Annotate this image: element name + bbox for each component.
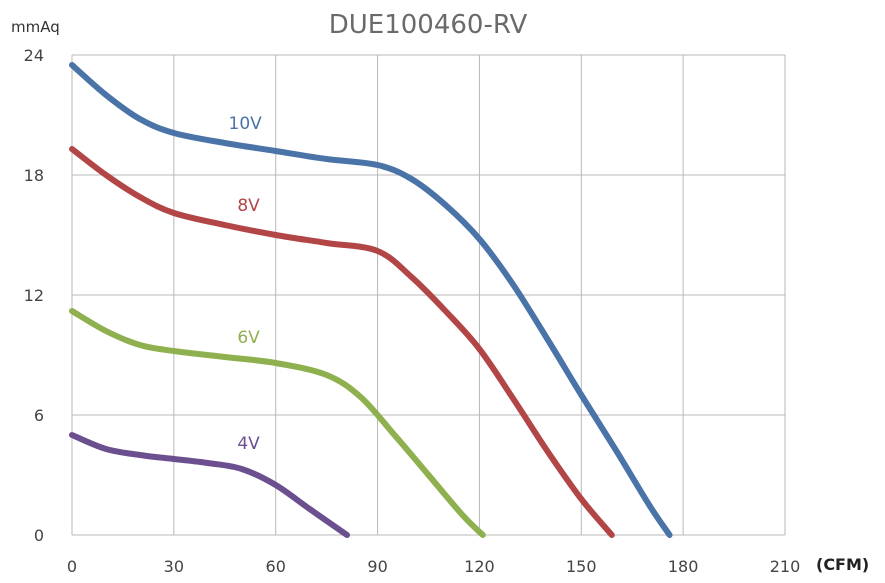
y-tick-label: 0	[34, 526, 44, 545]
x-tick-label: 60	[266, 557, 286, 576]
x-tick-label: 180	[668, 557, 699, 576]
y-tick-label: 6	[34, 406, 44, 425]
series-labels: 10V 8V 6V 4V	[229, 114, 263, 454]
x-tick-label: 210	[770, 557, 801, 576]
chart-title: DUE100460-RV	[329, 10, 528, 40]
x-tick-label: 150	[566, 557, 597, 576]
series-line-4v	[69, 432, 350, 538]
y-tick-label: 12	[24, 286, 44, 305]
series-line-10v	[69, 62, 673, 538]
plot-grid	[71, 54, 786, 536]
series-label-6v: 6V	[237, 328, 260, 348]
x-axis-unit-label: (CFM)	[816, 555, 869, 574]
y-axis-unit-label: mmAq	[11, 18, 60, 36]
series-label-4v: 4V	[237, 434, 260, 454]
series-lines	[69, 62, 673, 538]
x-tick-label: 30	[164, 557, 184, 576]
x-tick-label: 120	[464, 557, 495, 576]
series-line-8v	[69, 146, 615, 538]
x-tick-label: 90	[367, 557, 387, 576]
y-axis-ticks: 0 6 12 18 24	[24, 46, 44, 545]
x-tick-label: 0	[67, 557, 77, 576]
y-tick-label: 18	[24, 166, 44, 185]
x-axis-ticks: 0 30 60 90 120 150 180 210	[67, 557, 800, 576]
y-tick-label: 24	[24, 46, 44, 65]
series-line-6v	[69, 308, 486, 538]
series-label-8v: 8V	[237, 196, 260, 216]
series-label-10v: 10V	[229, 114, 263, 134]
